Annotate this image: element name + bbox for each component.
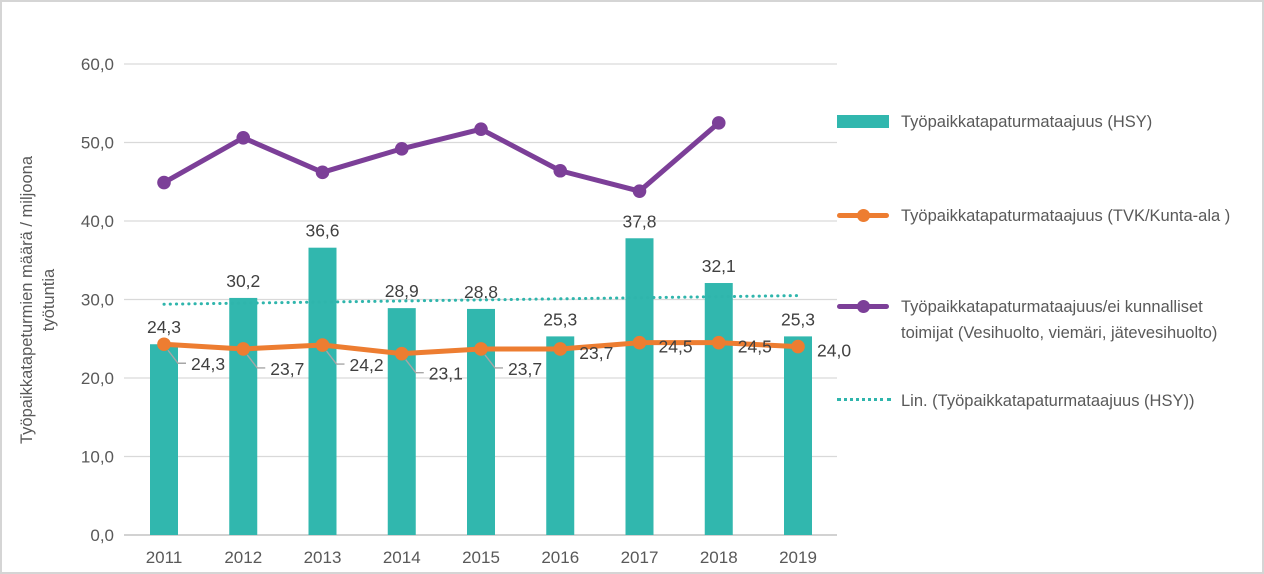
legend-item-ei-kunnalliset: Työpaikkatapaturmataajuus/ei kunnalliset… (837, 294, 1237, 346)
bar-swatch-icon (837, 109, 893, 128)
legend-item-hsy: Työpaikkatapaturmataajuus (HSY) (837, 109, 1237, 135)
bar-data-label: 24,3 (147, 317, 181, 337)
line-marker (315, 338, 330, 352)
line-marker (394, 141, 409, 156)
line-data-label: 24,2 (350, 355, 384, 375)
x-tick-label: 2013 (304, 548, 342, 567)
bar (150, 344, 178, 535)
y-tick-label: 60,0 (81, 55, 114, 74)
trendline (162, 294, 800, 306)
y-tick-label: 40,0 (81, 212, 114, 231)
line-data-label: 23,7 (270, 359, 304, 379)
purple-line-series (161, 120, 722, 194)
line-data-label: 24,5 (738, 337, 772, 357)
bar-data-label: 25,3 (543, 309, 577, 329)
line-data-label: 24,5 (659, 337, 693, 357)
y-axis-title: työtuntia (40, 268, 58, 331)
line-marker (553, 163, 568, 178)
label-leader-line (405, 359, 424, 374)
y-tick-label: 10,0 (81, 448, 114, 467)
line-marker (711, 116, 726, 130)
bar-data-label: 28,8 (464, 282, 498, 302)
line-marker (157, 175, 171, 190)
line-data-label: 23,1 (429, 364, 463, 384)
bar (704, 283, 733, 535)
line-marker (791, 339, 805, 354)
bar-data-label: 32,1 (702, 256, 736, 276)
bar-data-label: 28,9 (385, 281, 419, 301)
legend-label: Työpaikkatapaturmataajuus (HSY) (901, 113, 1153, 131)
line-data-label: 23,7 (508, 359, 542, 379)
legend-label: Lin. (Työpaikkatapaturmataajuus (HSY)) (901, 392, 1195, 410)
x-tick-label: 2017 (621, 548, 659, 567)
label-leader-line (246, 354, 266, 369)
x-tick-label: 2019 (779, 548, 817, 567)
line-marker (474, 342, 488, 356)
chart-legend: Työpaikkatapaturmataajuus (HSY) Työpaikk… (837, 2, 1257, 572)
line-marker-swatch-icon (837, 294, 893, 313)
bar-data-label: 37,8 (622, 211, 656, 231)
bar (308, 247, 337, 535)
x-tick-label: 2016 (541, 548, 579, 567)
line-marker (632, 335, 647, 350)
bar (546, 336, 575, 535)
line-marker (632, 184, 647, 198)
bar-data-label: 30,2 (226, 271, 260, 291)
label-leader-line (325, 350, 345, 365)
x-tick-label: 2015 (462, 548, 500, 567)
bar-data-label: 36,6 (305, 221, 339, 241)
y-tick-label: 0,0 (90, 526, 114, 545)
legend-label: Työpaikkatapaturmataajuus/ei kunnalliset… (901, 298, 1218, 342)
line-marker (394, 346, 409, 361)
line-marker (711, 335, 726, 350)
dotted-line-swatch-icon (837, 388, 893, 401)
bar (625, 238, 654, 535)
line-data-label: 24,3 (191, 354, 225, 374)
y-axis-title: Työpaikkatapeturmien määrä / miljoona (18, 155, 36, 444)
line-marker (315, 165, 330, 180)
x-tick-label: 2011 (146, 548, 183, 567)
line-marker-swatch-icon (837, 203, 893, 222)
line-marker (157, 337, 171, 352)
y-tick-label: 20,0 (81, 369, 114, 388)
x-tick-label: 2018 (700, 548, 738, 567)
bar (387, 308, 416, 535)
y-tick-label: 30,0 (81, 291, 114, 310)
line-data-label: 23,7 (579, 343, 613, 363)
legend-item-trendline: Lin. (Työpaikkatapaturmataajuus (HSY)) (837, 388, 1237, 414)
bar (784, 336, 812, 535)
line-marker (236, 130, 251, 145)
line-data-label: 24,0 (817, 341, 851, 361)
line-marker (474, 122, 488, 136)
line-marker (553, 342, 568, 356)
legend-item-tvk: Työpaikkatapaturmataajuus (TVK/Kunta-ala… (837, 203, 1237, 229)
x-tick-label: 2012 (224, 548, 262, 567)
y-tick-label: 50,0 (81, 134, 114, 153)
x-tick-label: 2014 (383, 548, 421, 567)
bar (229, 297, 258, 535)
bar-data-label: 25,3 (781, 309, 815, 329)
line-marker (236, 342, 251, 356)
legend-label: Työpaikkatapaturmataajuus (TVK/Kunta-ala… (901, 207, 1231, 225)
label-leader-line (167, 349, 186, 364)
label-leader-line (484, 354, 503, 369)
